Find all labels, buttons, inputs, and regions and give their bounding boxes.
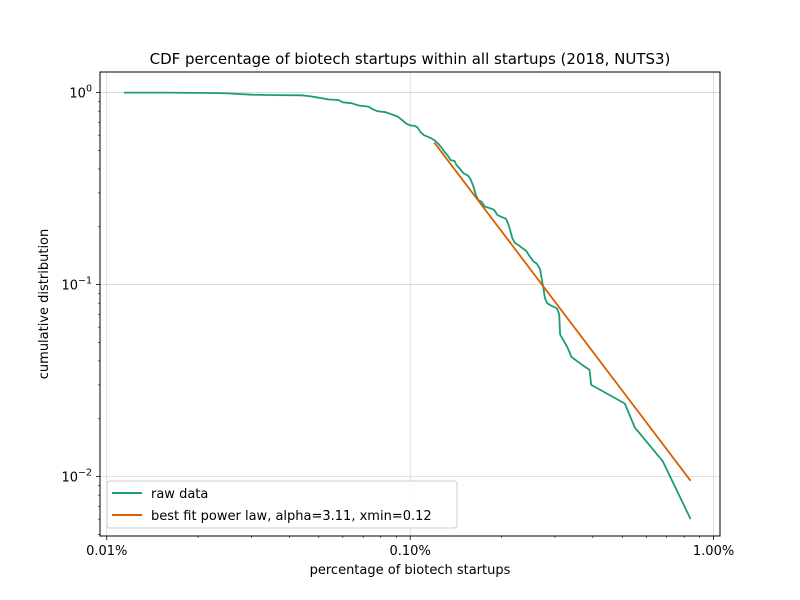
legend-label-power-law: best fit power law, alpha=3.11, xmin=0.1… [151,509,432,524]
legend-label-raw-data: raw data [151,487,208,502]
x-tick-label: 0.10% [390,544,431,559]
y-tick-base: 10 [69,87,86,102]
y-axis-label: cumulative distribution [37,229,52,379]
x-tick-label: 1.00% [693,544,734,559]
y-tick-base: 10 [61,471,78,486]
y-tick-exponent: −2 [78,468,92,479]
x-axis-label: percentage of biotech startups [310,563,511,578]
y-tick-exponent: −1 [78,276,92,287]
legend: raw data best fit power law, alpha=3.11,… [107,481,457,528]
y-tick-base: 10 [61,279,78,294]
y-tick-exponent: 0 [86,84,92,95]
chart-title: CDF percentage of biotech startups withi… [150,50,671,68]
x-tick-label: 0.01% [86,544,127,559]
